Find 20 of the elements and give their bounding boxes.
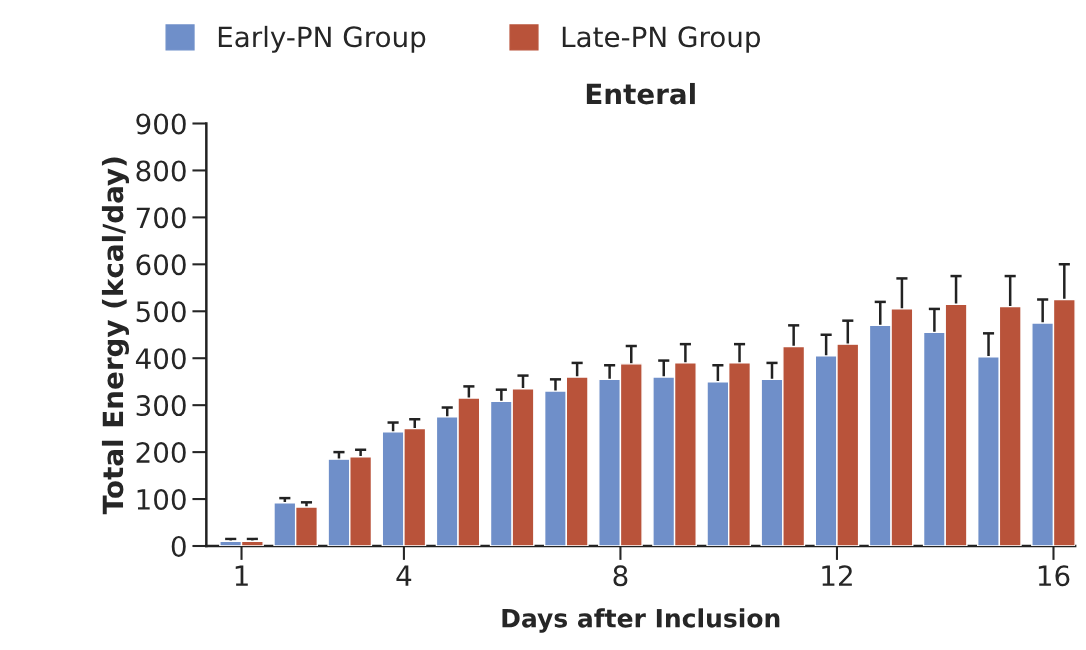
y-tick-label: 600 xyxy=(136,254,186,276)
y-tick-label: 100 xyxy=(137,488,186,510)
y-tick-label: 700 xyxy=(136,207,186,229)
legend-label: Late-PN Group xyxy=(562,26,761,53)
chart-title: Enteral xyxy=(586,82,695,105)
y-tick-label: 900 xyxy=(136,113,186,135)
y-axis-title: Total Energy (kcal/day) xyxy=(101,157,130,515)
y-tick-label: 400 xyxy=(135,348,186,370)
x-tick-label: 16 xyxy=(1038,565,1070,587)
y-tick-label: 0 xyxy=(171,535,186,557)
x-axis-title: Days after Inclusion xyxy=(502,608,780,633)
y-tick-label: 800 xyxy=(136,160,186,182)
y-tick-label: 300 xyxy=(136,395,186,417)
x-tick-label: 4 xyxy=(396,565,412,586)
y-tick-label: 500 xyxy=(136,301,186,323)
x-tick-label: 1 xyxy=(235,565,248,586)
x-tick-label: 12 xyxy=(822,565,852,586)
y-tick-label: 200 xyxy=(136,442,186,464)
x-tick-label: 8 xyxy=(613,565,628,587)
legend-label: Early-PN Group xyxy=(218,25,426,53)
